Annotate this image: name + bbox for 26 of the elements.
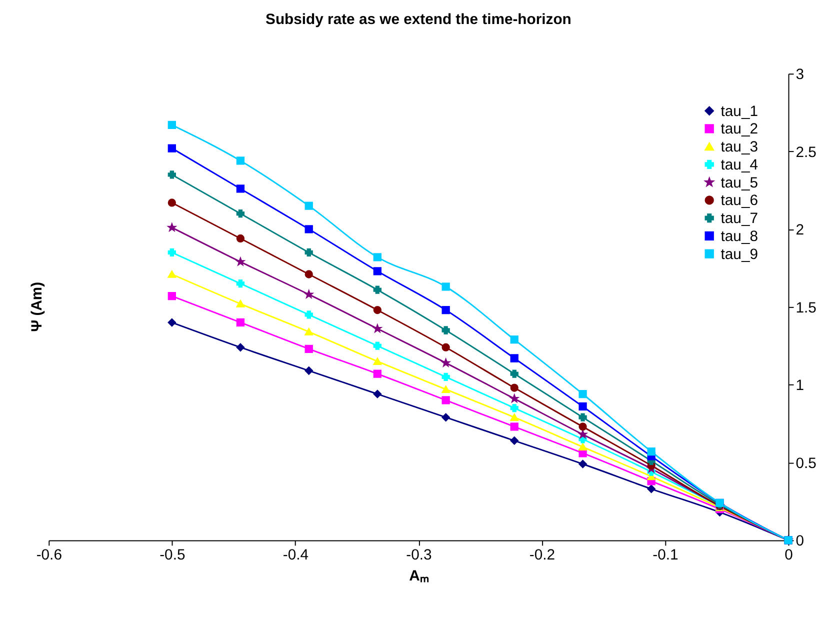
legend-label: tau_5 [720, 175, 758, 192]
chart-title: Subsidy rate as we extend the time-horizon [266, 12, 572, 28]
x-tick-label: -0.3 [406, 548, 432, 564]
x-tick-label: 0 [784, 548, 793, 564]
legend-label: tau_4 [720, 157, 758, 174]
legend-label: tau_3 [720, 140, 758, 156]
x-tick-label: -0.2 [529, 548, 556, 564]
x-tick-label: -0.1 [652, 548, 678, 564]
y-tick-label: 1.5 [796, 300, 816, 316]
legend-label: tau_9 [720, 246, 758, 263]
y-tick-label: 2 [796, 222, 804, 239]
y-tick-label: 3 [796, 67, 804, 84]
y-tick-label: 2.5 [796, 144, 816, 161]
legend-label: tau_6 [720, 193, 758, 210]
legend-label: tau_7 [720, 211, 758, 228]
x-tick-label: -0.5 [160, 548, 186, 564]
y-tick-label: 0 [796, 534, 804, 550]
y-tick-label: 0.5 [796, 456, 816, 472]
x-tick-label: -0.6 [36, 548, 62, 564]
legend-label: tau_8 [720, 228, 758, 245]
x-tick-label: -0.4 [282, 548, 309, 564]
y-axis-title: Ψ (Am) [30, 282, 46, 332]
y-tick-label: 1 [796, 378, 804, 394]
legend-label: tau_1 [720, 104, 758, 120]
x-axis-title: Aₘ [409, 568, 429, 584]
legend-label: tau_2 [720, 122, 758, 138]
